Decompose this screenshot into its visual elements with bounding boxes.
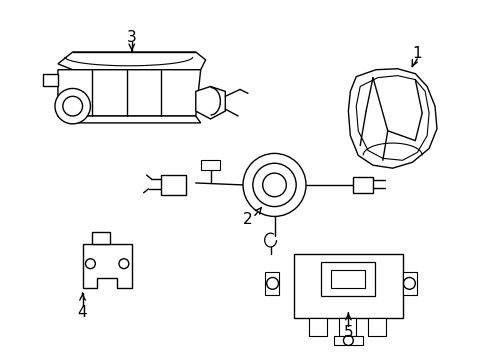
Circle shape xyxy=(85,259,95,269)
Circle shape xyxy=(55,89,90,124)
Polygon shape xyxy=(333,336,363,345)
Text: 4: 4 xyxy=(78,305,87,320)
Circle shape xyxy=(63,96,82,116)
Circle shape xyxy=(262,173,286,197)
Polygon shape xyxy=(92,232,110,244)
Polygon shape xyxy=(338,318,356,336)
Polygon shape xyxy=(58,52,205,70)
Polygon shape xyxy=(264,271,279,295)
Polygon shape xyxy=(320,262,374,296)
Polygon shape xyxy=(161,175,185,195)
Polygon shape xyxy=(195,86,225,119)
Polygon shape xyxy=(294,254,402,318)
Polygon shape xyxy=(58,70,200,116)
Circle shape xyxy=(119,259,128,269)
Polygon shape xyxy=(82,244,131,288)
Text: 1: 1 xyxy=(412,46,421,62)
Circle shape xyxy=(266,278,278,289)
Text: 2: 2 xyxy=(243,212,252,227)
Polygon shape xyxy=(200,160,220,170)
Polygon shape xyxy=(356,76,428,160)
Polygon shape xyxy=(58,116,200,123)
Text: 3: 3 xyxy=(126,30,136,45)
Text: 5: 5 xyxy=(343,325,352,340)
Polygon shape xyxy=(330,270,365,288)
Polygon shape xyxy=(352,177,372,193)
Polygon shape xyxy=(402,271,416,295)
Circle shape xyxy=(403,278,414,289)
Polygon shape xyxy=(43,74,58,86)
Circle shape xyxy=(343,336,352,345)
Polygon shape xyxy=(367,318,385,336)
Circle shape xyxy=(243,153,305,216)
Polygon shape xyxy=(347,69,436,168)
Polygon shape xyxy=(308,318,326,336)
Circle shape xyxy=(252,163,296,207)
